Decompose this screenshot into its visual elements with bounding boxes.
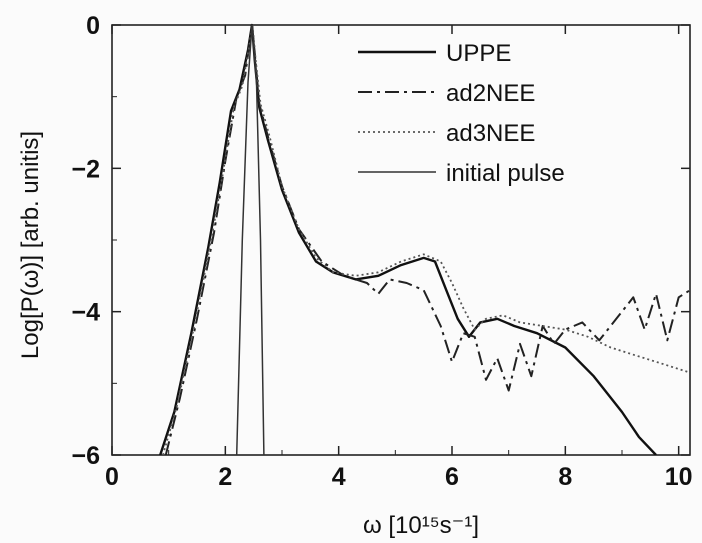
plot-frame	[111, 24, 691, 456]
legend-label: UPPE	[446, 40, 511, 67]
x-tick-label: 6	[445, 463, 459, 491]
y-tick-label: −2	[71, 155, 100, 183]
series-line-initial-pulse	[235, 24, 265, 455]
legend-label: ad3NEE	[446, 120, 535, 147]
y-tick-label: −6	[71, 442, 100, 470]
x-tick-label: 4	[332, 463, 346, 491]
y-axis-title: Log[P(ω)] [arb. unitis]	[17, 131, 44, 359]
legend: UPPE ad2NEE ad3NEE initial pulse	[358, 40, 565, 187]
x-tick-label: 8	[558, 463, 572, 491]
x-axis-title: ω [10¹⁵s⁻¹]	[363, 512, 479, 539]
series-line-ad2nee	[164, 24, 690, 455]
series-line-ad3nee	[162, 24, 690, 455]
ticks-layer: 0 2 4 6 8 10 0 −2 −4 −6	[71, 12, 692, 491]
y-tick-label: 0	[86, 12, 100, 40]
legend-label: ad2NEE	[446, 80, 535, 107]
x-tick-label: 10	[665, 463, 693, 491]
series-layer	[159, 23, 690, 455]
x-tick-label: 0	[105, 463, 119, 491]
legend-label: initial pulse	[446, 160, 565, 187]
y-tick-label: −4	[71, 299, 100, 327]
series-line-uppe	[159, 23, 657, 455]
plot-area	[111, 24, 691, 456]
x-tick-label: 2	[218, 463, 232, 491]
